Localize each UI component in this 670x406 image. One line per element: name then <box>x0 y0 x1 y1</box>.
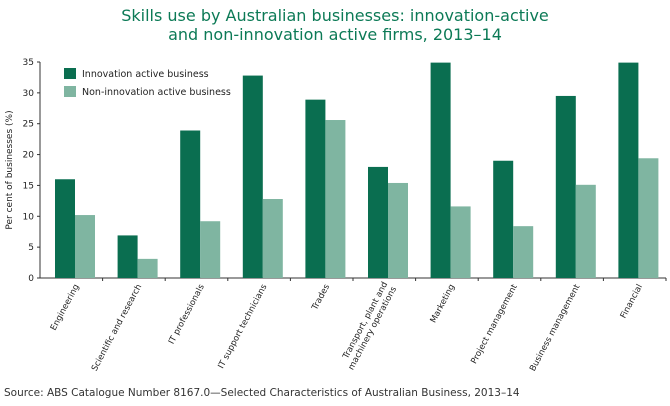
category-label: Business management <box>528 282 583 373</box>
category-label: Project management <box>469 282 520 366</box>
chart-title-line-1: Skills use by Australian businesses: inn… <box>121 6 549 25</box>
bar-innovation-active <box>618 62 639 278</box>
y-tick-label: 30 <box>23 89 35 99</box>
category-label: Transport, plant andmachinery operations <box>338 280 400 372</box>
category-label: Marketing <box>429 283 458 325</box>
y-tick-label: 25 <box>23 120 34 130</box>
legend-swatch <box>64 68 76 79</box>
legend-label: Non-innovation active business <box>82 87 231 98</box>
bar-non-innovation-active <box>575 184 596 278</box>
bar-innovation-active <box>242 75 263 278</box>
bar-innovation-active <box>305 99 326 278</box>
bar-innovation-active <box>180 130 201 278</box>
legend-swatch <box>64 86 76 97</box>
y-axis-label: Per cent of businesses (%) <box>5 110 15 229</box>
category-label: Trades <box>310 282 333 313</box>
y-tick-label: 10 <box>23 212 35 222</box>
category-label: IT support technicians <box>216 282 269 370</box>
legend-label: Innovation active business <box>82 69 209 80</box>
category-label: Scientific and research <box>90 283 144 373</box>
category-label: Engineering <box>49 283 82 333</box>
bar-non-innovation-active <box>450 206 471 278</box>
y-tick-label: 0 <box>28 274 34 284</box>
bar-non-innovation-active <box>75 215 95 278</box>
bar-non-innovation-active <box>513 226 534 278</box>
y-tick-label: 5 <box>28 243 34 253</box>
bar-innovation-active <box>368 166 388 278</box>
bar-non-innovation-active <box>200 221 221 278</box>
y-tick-label: 20 <box>23 151 35 161</box>
chart-title: Skills use by Australian businesses: inn… <box>0 6 670 44</box>
bar-innovation-active <box>555 95 576 278</box>
bar-non-innovation-active <box>388 182 408 278</box>
bar-innovation-active <box>493 160 514 278</box>
bar-non-innovation-active <box>325 120 346 278</box>
bar-innovation-active <box>117 235 138 278</box>
bar-non-innovation-active <box>137 258 158 278</box>
bar-innovation-active <box>430 62 451 278</box>
source-note: Source: ABS Catalogue Number 8167.0—Sele… <box>4 387 520 399</box>
bar-non-innovation-active <box>638 158 659 278</box>
chart-title-line-2: and non-innovation active firms, 2013–14 <box>168 25 502 44</box>
bar-innovation-active <box>55 179 75 278</box>
y-tick-label: 15 <box>23 181 34 191</box>
bar-non-innovation-active <box>262 199 283 278</box>
category-label: Financial <box>619 283 645 321</box>
y-tick-label: 35 <box>23 58 34 68</box>
category-label: IT professionals <box>167 282 207 346</box>
